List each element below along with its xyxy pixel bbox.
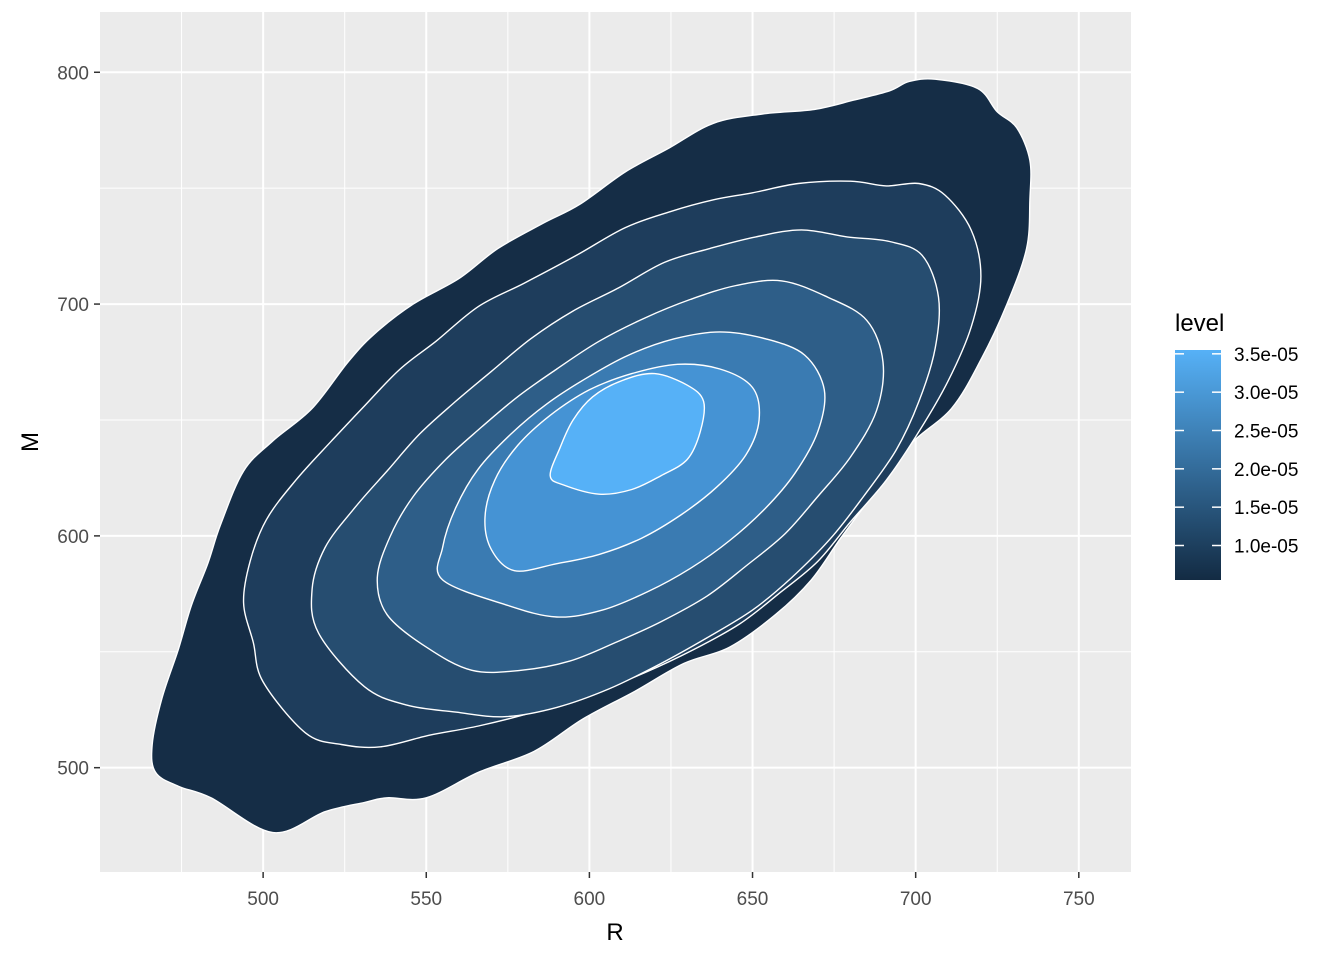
legend-label: 1.5e-05	[1234, 498, 1298, 519]
x-axis-ticks: 500 550 600 650 700 750	[247, 872, 1095, 910]
y-tick-label: 700	[57, 295, 89, 316]
x-tick-label: 600	[574, 889, 606, 910]
contour-level-7	[549, 372, 706, 496]
y-tick-label: 600	[57, 527, 89, 548]
y-axis-ticks: 500 600 700 800	[57, 63, 100, 780]
y-tick-label: 500	[57, 759, 89, 780]
legend-colorbar	[1175, 350, 1221, 580]
x-tick-label: 650	[737, 889, 769, 910]
legend-title: level	[1175, 310, 1224, 337]
legend: level 3.5e-05 3.0e-05 2.5e-05 2.0e-05 1.5e-0…	[1175, 310, 1298, 580]
legend-label: 1.0e-05	[1234, 537, 1298, 558]
y-axis-title: M	[17, 432, 44, 452]
density-contours	[150, 78, 1032, 834]
x-tick-label: 550	[410, 889, 442, 910]
x-axis-title: R	[606, 919, 623, 946]
x-tick-label: 700	[900, 889, 932, 910]
x-tick-label: 750	[1063, 889, 1095, 910]
x-tick-label: 500	[247, 889, 279, 910]
legend-label: 3.5e-05	[1234, 345, 1298, 366]
y-tick-label: 800	[57, 63, 89, 84]
legend-label: 3.0e-05	[1234, 383, 1298, 404]
legend-ticks: 3.5e-05 3.0e-05 2.5e-05 2.0e-05 1.5e-05 1.0e-…	[1175, 345, 1298, 558]
legend-label: 2.5e-05	[1234, 422, 1298, 443]
legend-label: 2.0e-05	[1234, 460, 1298, 481]
